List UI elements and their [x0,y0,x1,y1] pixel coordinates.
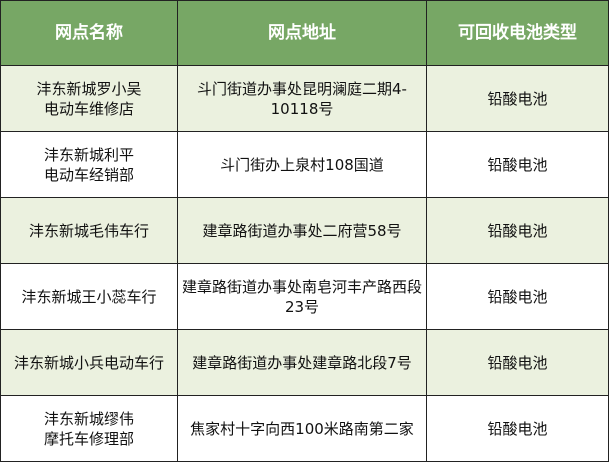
cell-address: 斗门街办上泉村108国道 [177,131,427,198]
cell-address: 建章路街道办事处二府营58号 [177,197,427,264]
cell-battery-type: 铅酸电池 [426,131,609,198]
cell-address: 建章路街道办事处建章路北段7号 [177,329,427,396]
table-row: 沣东新城毛伟车行 建章路街道办事处二府营58号 铅酸电池 [0,197,609,264]
cell-name: 沣东新城小兵电动车行 [0,329,178,396]
cell-address: 斗门街道办事处昆明澜庭二期4-10118号 [177,65,427,132]
cell-name: 沣东新城罗小吴 电动车维修店 [0,65,178,132]
header-address: 网点地址 [177,0,427,66]
cell-battery-type: 铅酸电池 [426,197,609,264]
table-row: 沣东新城罗小吴 电动车维修店 斗门街道办事处昆明澜庭二期4-10118号 铅酸电池 [0,65,609,132]
header-row: 网点名称 网点地址 可回收电池类型 [0,0,609,66]
table-row: 沣东新城小兵电动车行 建章路街道办事处建章路北段7号 铅酸电池 [0,329,609,396]
cell-address: 焦家村十字向西100米路南第二家 [177,395,427,462]
header-name: 网点名称 [0,0,178,66]
cell-battery-type: 铅酸电池 [426,263,609,330]
cell-address: 建章路街道办事处南皂河丰产路西段23号 [177,263,427,330]
cell-battery-type: 铅酸电池 [426,65,609,132]
table-row: 沣东新城缪伟 摩托车修理部 焦家村十字向西100米路南第二家 铅酸电池 [0,395,609,462]
cell-name: 沣东新城缪伟 摩托车修理部 [0,395,178,462]
table-row: 沣东新城利平 电动车经销部 斗门街办上泉村108国道 铅酸电池 [0,131,609,198]
header-battery-type: 可回收电池类型 [426,0,609,66]
cell-name: 沣东新城利平 电动车经销部 [0,131,178,198]
cell-name: 沣东新城毛伟车行 [0,197,178,264]
cell-battery-type: 铅酸电池 [426,329,609,396]
cell-name: 沣东新城王小蕊车行 [0,263,178,330]
cell-battery-type: 铅酸电池 [426,395,609,462]
table-row: 沣东新城王小蕊车行 建章路街道办事处南皂河丰产路西段23号 铅酸电池 [0,263,609,330]
